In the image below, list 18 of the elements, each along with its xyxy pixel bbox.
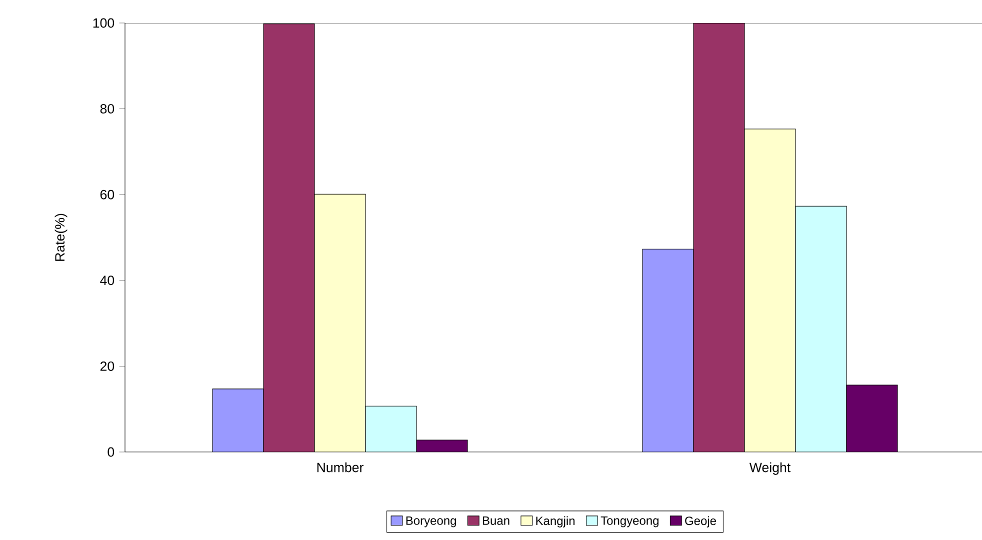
legend-label: Tongyeong: [600, 516, 658, 528]
x-tick-label: Weight: [749, 462, 791, 475]
bar: [366, 406, 416, 452]
bar: [795, 206, 847, 452]
legend-label: Boryeong: [406, 516, 456, 528]
y-tick-label: 0: [108, 447, 114, 457]
legend-label: Kangjin: [536, 516, 575, 528]
y-tick-label: 20: [100, 361, 114, 371]
y-tick-label: 40: [100, 276, 114, 286]
y-tick-label: 100: [93, 18, 114, 28]
bar: [212, 388, 264, 452]
bar: [642, 248, 694, 452]
legend-label: Buan: [482, 516, 510, 525]
y-tick-label: 60: [100, 190, 114, 200]
legend-label: Geoje: [685, 516, 716, 528]
y-tick-label: 80: [100, 104, 114, 114]
y-axis-title: Rate(%): [54, 214, 68, 261]
x-tick-label: Number: [317, 462, 364, 472]
